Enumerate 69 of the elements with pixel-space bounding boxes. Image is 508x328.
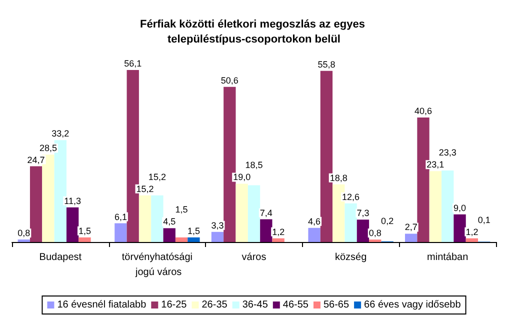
data-label: 19,0 [233,172,251,182]
data-label: 0,8 [368,228,382,238]
bar [138,195,152,242]
data-label: 18,8 [330,172,348,183]
data-label: 23,1 [426,160,444,170]
data-label: 6,1 [114,212,127,222]
legend-label: 16-25 [161,300,188,310]
x-tick-label: község [334,252,367,263]
bar [151,195,164,242]
x-tick-label: mintában [427,252,468,263]
bar [260,219,272,242]
data-label: 3,3 [211,220,224,230]
data-label: 23,3 [438,148,456,158]
bar [442,170,454,242]
data-label: 1,5 [187,226,200,236]
data-label: 28,5 [39,143,57,154]
legend-label: 66 éves vagy idősebb [364,300,462,310]
x-tick-label: törvényhatósági jogú város [122,252,193,278]
chart-title: Férfiak közötti életkori megoszlás az egyes településtípus-csoportokon belül [140,18,368,46]
data-label: 1,5 [78,226,91,236]
legend-label: 36-45 [242,300,268,310]
bar [454,214,466,242]
legend-label: 46-55 [282,300,309,310]
bar [126,70,139,242]
data-label: 2,7 [404,222,418,232]
data-label: 18,5 [245,160,263,170]
bar [211,232,224,242]
bar [344,203,357,242]
bar [188,237,200,242]
data-label: 1,2 [272,226,285,237]
data-label: 24,7 [27,154,45,165]
data-label: 12,6 [342,192,360,202]
bar [175,237,188,242]
bar [78,237,91,242]
bar [429,171,442,242]
bar [66,207,79,242]
data-label: 56,1 [124,58,142,68]
data-label: 7,4 [260,208,272,218]
bar [308,228,320,242]
bar [163,228,176,242]
bar [405,234,418,242]
x-tick-label: Budapest [39,252,82,263]
data-label: 4,6 [308,216,321,226]
data-label: 33,2 [52,128,70,139]
bar [114,223,127,242]
legend-label: 56-65 [323,300,350,310]
data-label: 11,3 [64,196,81,206]
data-label: 0,8 [18,228,30,238]
bar [236,184,248,242]
bar [30,166,42,242]
bar [466,238,478,242]
x-tick-label: város [242,252,266,263]
data-label: 55,8 [318,59,336,70]
data-label: 0,1 [478,214,490,225]
bar [356,220,370,242]
data-label: 7,3 [356,208,370,218]
data-label: 15,2 [136,184,154,194]
data-label: 15,2 [148,172,166,182]
data-label: 4,5 [163,216,176,227]
bar [272,238,284,242]
data-label: 0,2 [381,216,394,226]
data-label: 1,5 [175,204,188,215]
bar [248,185,260,242]
data-label: 40,6 [414,106,432,116]
data-label: 9,0 [454,202,466,213]
legend-label: 26-35 [202,300,228,310]
data-label: 1,2 [466,226,478,237]
legend-label: 16 évesnél fiatalabb [57,300,147,310]
data-label: 50,6 [220,75,238,86]
